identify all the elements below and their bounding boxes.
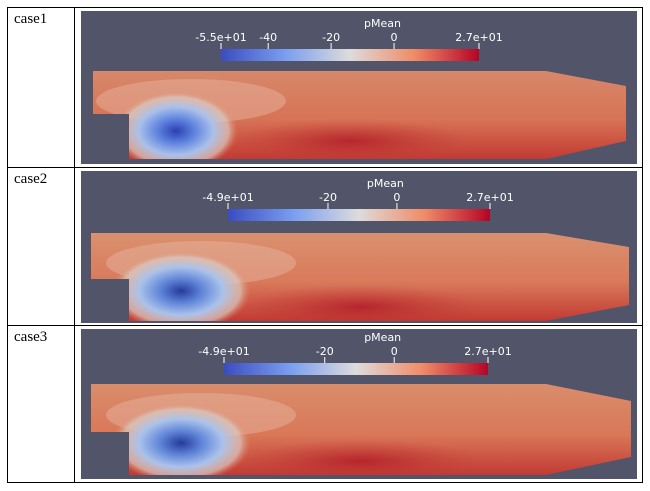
case-label-cell: case2 (8, 168, 75, 325)
colorbar-tick-label: -20 (316, 345, 334, 358)
case-label: case3 (14, 329, 48, 345)
table-row-case2: case2 (8, 167, 642, 325)
colorbar-tick-label: 2.7e+01 (466, 191, 513, 204)
pressure-field-plot: pMean -4.9e+01 -20 0 2.7e+01 (91, 177, 629, 321)
colorbar-tick-label: -20 (322, 31, 340, 44)
table-row-case1: case1 (8, 8, 642, 167)
colorbar-tick-label: -20 (319, 191, 337, 204)
contour-image-case2: pMean -4.9e+01 -20 0 2.7e+01 (81, 171, 637, 323)
colorbar-tick-label: 0 (391, 31, 398, 44)
case-label: case2 (14, 171, 48, 187)
case-label-cell: case1 (8, 8, 75, 167)
pressure-field-plot: pMean -4.9e+01 -20 0 2.7e+01 (91, 331, 631, 475)
colorbar (224, 363, 488, 375)
contour-panel: pMean -5.5e+01 -40 -20 0 2.7e+01 (81, 11, 637, 164)
contour-image-case3: pMean -4.9e+01 -20 0 2.7e+01 (81, 329, 637, 479)
colorbar-tick-label: -4.9e+01 (202, 191, 253, 204)
case-label-cell: case3 (8, 326, 75, 482)
colorbar-title: pMean (367, 177, 404, 190)
colorbar-tick-label: 2.7e+01 (464, 345, 511, 358)
case-label: case1 (14, 11, 48, 27)
colorbar-tick-label: 0 (393, 191, 400, 204)
colorbar-tick-label: -5.5e+01 (195, 31, 246, 44)
colorbar-tick-label: -4.9e+01 (198, 345, 249, 358)
colorbar (228, 209, 490, 221)
contour-image-case1: pMean -5.5e+01 -40 -20 0 2.7e+01 (81, 11, 637, 164)
pressure-field-plot: pMean -5.5e+01 -40 -20 0 2.7e+01 (93, 17, 626, 159)
cases-table: case1 (7, 7, 643, 483)
table-row-case3: case3 (8, 325, 642, 482)
colorbar-title: pMean (364, 331, 401, 344)
colorbar-tick-label: -40 (259, 31, 277, 44)
contour-panel: pMean -4.9e+01 -20 0 2.7e+01 (81, 329, 637, 479)
contour-panel: pMean -4.9e+01 -20 0 2.7e+01 (81, 171, 637, 323)
colorbar-tick-label: 2.7e+01 (455, 31, 502, 44)
colorbar-title: pMean (364, 17, 401, 30)
colorbar (221, 49, 479, 61)
colorbar-tick-label: 0 (391, 345, 398, 358)
